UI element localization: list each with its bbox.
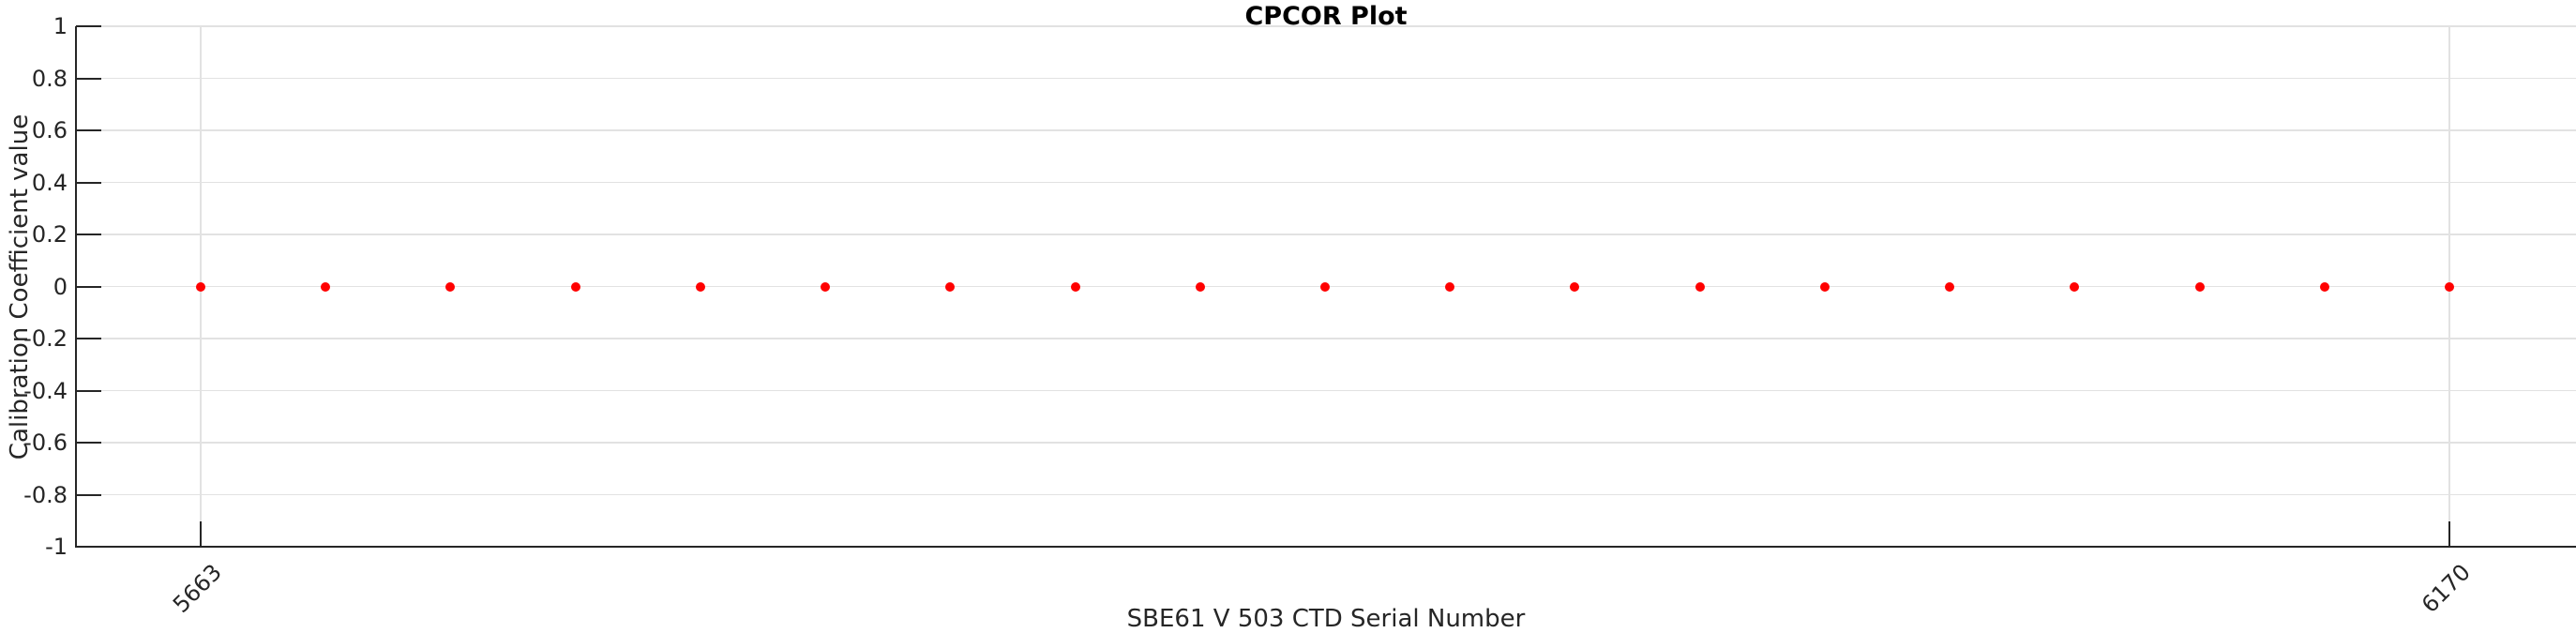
y-gridline — [76, 493, 2576, 496]
data-point — [1819, 281, 1830, 292]
data-point — [321, 281, 331, 292]
y-tick-mark — [76, 493, 101, 496]
data-point — [1070, 281, 1080, 292]
y-tick-mark — [76, 77, 101, 80]
data-point — [2319, 281, 2329, 292]
y-tick-label: -1 — [45, 534, 68, 560]
y-gridline — [76, 389, 2576, 392]
data-point — [1445, 281, 1455, 292]
y-tick-mark — [76, 129, 101, 131]
y-axis-line — [75, 26, 77, 548]
y-tick-mark — [76, 181, 101, 184]
data-point — [196, 281, 205, 292]
y-gridline — [76, 25, 2576, 27]
y-tick-label: 1 — [53, 13, 68, 39]
y-tick-label: 0.6 — [31, 117, 68, 143]
y-tick-label: -0.8 — [23, 481, 68, 508]
data-point — [1320, 281, 1330, 292]
x-tick-mark — [2448, 521, 2450, 547]
y-tick-mark — [76, 25, 101, 27]
y-tick-mark — [76, 234, 101, 235]
data-point — [1570, 281, 1580, 292]
data-point — [1945, 281, 1955, 292]
y-tick-label: -0.4 — [23, 377, 68, 404]
y-tick-label: -0.6 — [23, 430, 68, 456]
y-gridline — [76, 234, 2576, 235]
y-tick-mark — [76, 442, 101, 444]
x-tick-mark — [200, 521, 202, 547]
y-gridline — [76, 129, 2576, 131]
y-tick-label: -0.2 — [23, 325, 68, 352]
data-point — [2445, 281, 2454, 292]
data-point — [1695, 281, 1705, 292]
y-gridline — [76, 181, 2576, 184]
y-tick-mark — [76, 285, 101, 288]
y-gridline — [76, 338, 2576, 339]
y-tick-mark — [76, 389, 101, 392]
data-point — [695, 281, 705, 292]
data-point — [2070, 281, 2080, 292]
y-tick-mark — [76, 338, 101, 339]
y-tick-label: 0.4 — [31, 169, 68, 196]
data-point — [1195, 281, 1205, 292]
y-gridline — [76, 442, 2576, 444]
y-gridline — [76, 77, 2576, 80]
x-axis-label: SBE61 V 503 CTD Serial Number — [1126, 605, 1526, 633]
data-point — [445, 281, 456, 292]
data-point — [945, 281, 956, 292]
x-axis-line — [75, 546, 2576, 548]
y-tick-label: 0.2 — [31, 221, 68, 248]
y-tick-label: 0.8 — [31, 65, 68, 92]
data-point — [2194, 281, 2205, 292]
data-point — [821, 281, 831, 292]
data-point — [570, 281, 580, 292]
y-tick-label: 0 — [53, 273, 68, 300]
